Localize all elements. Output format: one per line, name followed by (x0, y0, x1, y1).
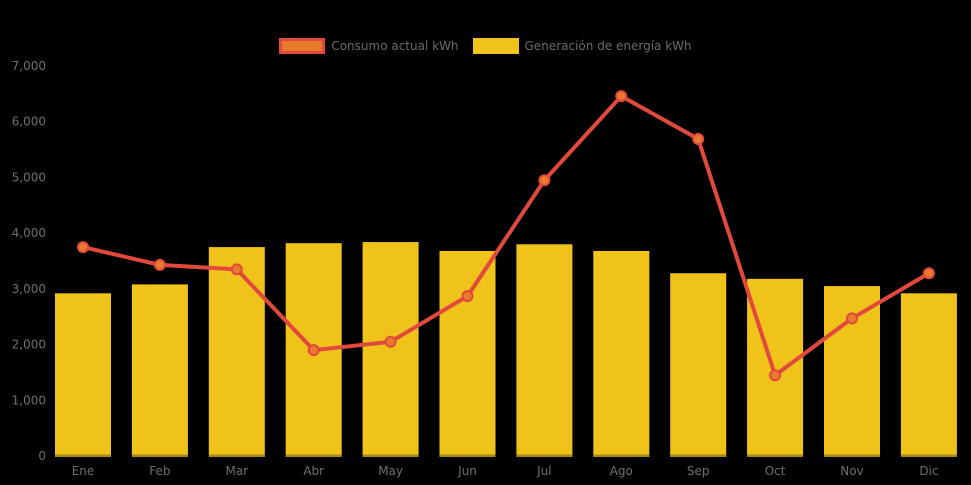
y-axis-label: 0 (38, 449, 46, 463)
x-axis-label-oct: Oct (765, 464, 786, 478)
bar-ago[interactable] (593, 250, 650, 457)
consumo-point-feb[interactable] (153, 258, 166, 271)
bar-baseline-shade (593, 454, 650, 457)
bar-mar[interactable] (208, 247, 265, 457)
bar-baseline-shade (439, 454, 496, 457)
bar-baseline-shade (55, 454, 111, 457)
x-axis-label-dic: Dic (919, 464, 938, 478)
consumo-point-abr[interactable] (307, 344, 320, 357)
bar-may[interactable] (362, 242, 419, 457)
bar-nov[interactable] (824, 286, 880, 457)
y-axis-label: 3,000 (12, 282, 46, 296)
x-axis-label-sep: Sep (687, 464, 710, 478)
x-axis-label-jul: Jul (536, 464, 551, 478)
x-axis-label-abr: Abr (303, 464, 324, 478)
consumo-point-oct[interactable] (769, 369, 782, 382)
consumo-point-jun[interactable] (461, 290, 474, 303)
bar-dic[interactable] (900, 293, 957, 457)
x-axis-label-jun: Jun (457, 464, 477, 478)
consumo-line[interactable] (81, 94, 931, 378)
bar-baseline-shade (285, 454, 342, 457)
y-axis-label: 7,000 (12, 59, 46, 73)
legend-item-generacion[interactable]: Generación de energía kWh (472, 38, 692, 54)
x-axis-label-feb: Feb (149, 464, 170, 478)
bar-baseline-shade (747, 454, 804, 457)
legend-label-generacion: Generación de energía kWh (524, 39, 692, 53)
bar-sep[interactable] (670, 273, 727, 457)
x-axis-label-nov: Nov (840, 464, 863, 478)
y-axis-label: 6,000 (12, 115, 46, 129)
chart-legend: Consumo actual kWh Generación de energía… (0, 38, 971, 54)
bar-jun[interactable] (439, 250, 496, 457)
consumo-point-ago[interactable] (615, 90, 628, 103)
consumo-point-sep[interactable] (692, 132, 705, 145)
x-axis-label-ago: Ago (610, 464, 633, 478)
y-axis-label: 1,000 (12, 393, 46, 407)
bar-oct[interactable] (747, 278, 804, 457)
consumo-point-mar[interactable] (230, 263, 243, 276)
y-axis-label: 2,000 (12, 338, 46, 352)
bar-baseline-shade (208, 454, 265, 457)
consumo-point-nov[interactable] (846, 312, 858, 325)
consumo-legend-swatch (279, 38, 326, 54)
consumo-point-ene[interactable] (77, 241, 89, 254)
consumo-point-jul[interactable] (538, 174, 551, 187)
generacion-legend-swatch (472, 38, 519, 54)
bar-baseline-shade (670, 454, 727, 457)
bar-baseline-shade (362, 454, 419, 457)
bar-ene[interactable] (55, 293, 111, 457)
consumo-point-may[interactable] (384, 335, 397, 348)
legend-item-consumo[interactable]: Consumo actual kWh (279, 38, 459, 54)
x-axis-label-may: May (378, 464, 403, 478)
bar-feb[interactable] (131, 284, 188, 457)
x-axis-label-ene: Ene (72, 464, 95, 478)
bar-baseline-shade (131, 454, 188, 457)
y-axis-label: 4,000 (12, 226, 46, 240)
bar-baseline-shade (516, 454, 573, 457)
bar-baseline-shade (900, 454, 957, 457)
y-axis-label: 5,000 (12, 170, 46, 184)
bar-jul[interactable] (516, 244, 573, 457)
legend-label-consumo: Consumo actual kWh (331, 39, 459, 53)
consumo-point-dic[interactable] (922, 267, 935, 280)
x-axis-label-mar: Mar (225, 464, 248, 478)
bar-baseline-shade (824, 454, 880, 457)
